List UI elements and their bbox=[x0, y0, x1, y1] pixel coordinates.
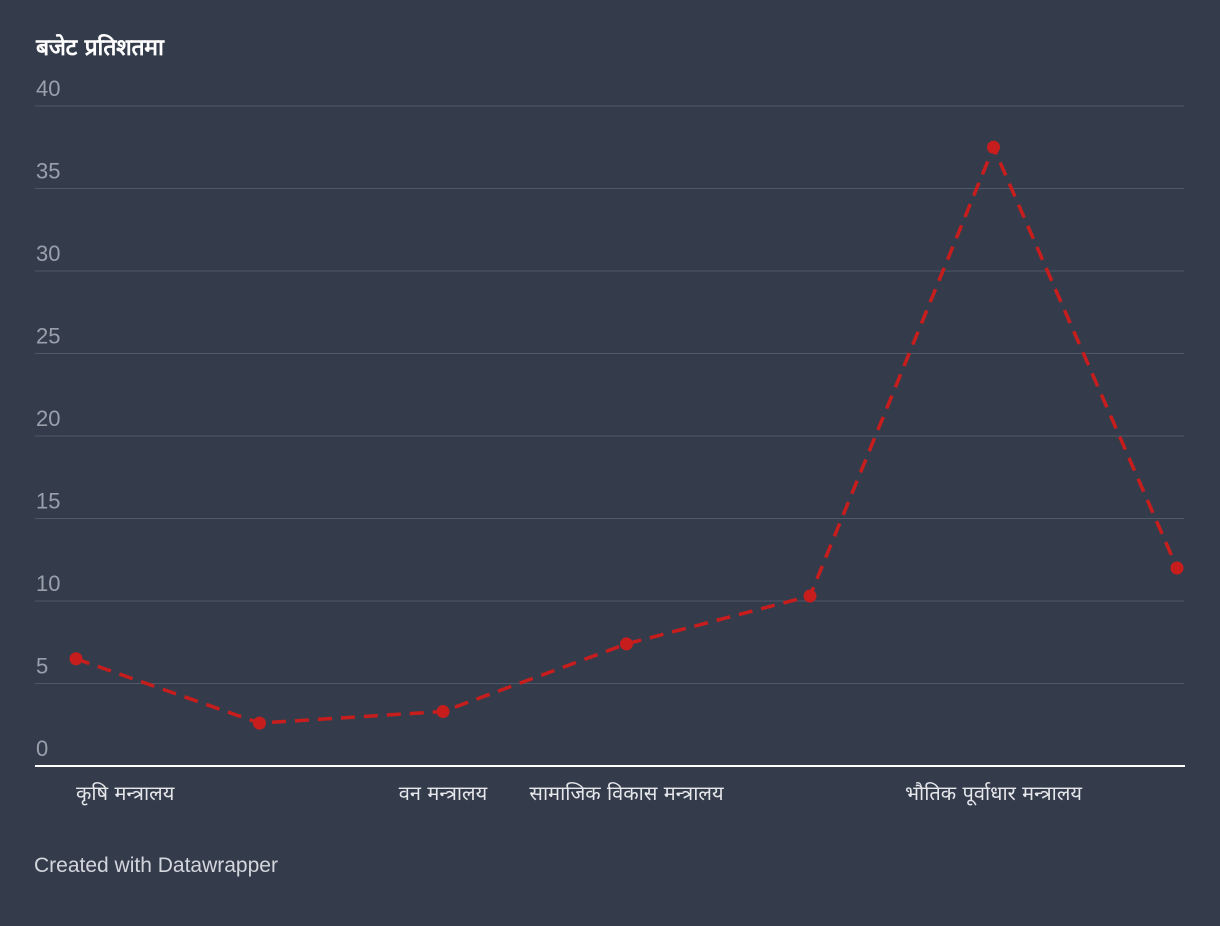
y-tick-label: 15 bbox=[36, 489, 60, 514]
y-tick-label: 10 bbox=[36, 571, 60, 596]
data-points bbox=[69, 140, 1184, 730]
y-tick-label: 25 bbox=[36, 324, 60, 349]
x-axis-ticks: कृषि मन्त्रालय वन मन्त्रालय सामाजिक विकास … bbox=[76, 781, 1082, 806]
data-point[interactable] bbox=[1170, 561, 1184, 575]
y-tick-label: 0 bbox=[36, 736, 48, 761]
data-point[interactable] bbox=[620, 637, 633, 651]
x-tick-label: भौतिक पूर्वाधार मन्त्रालय bbox=[905, 781, 1082, 806]
data-point[interactable] bbox=[803, 589, 817, 603]
data-point[interactable] bbox=[987, 140, 1000, 154]
footer-credit: Created with Datawrapper bbox=[34, 854, 278, 877]
y-axis-ticks: 0 5 10 15 20 25 30 35 40 bbox=[36, 76, 60, 761]
series-line bbox=[75, 145, 1179, 725]
x-tick-label: कृषि मन्त्रालय bbox=[76, 781, 175, 806]
x-tick-label: सामाजिक विकास मन्त्रालय bbox=[529, 781, 724, 805]
y-tick-label: 35 bbox=[36, 159, 60, 184]
y-tick-label: 40 bbox=[36, 76, 60, 101]
x-tick-label: वन मन्त्रालय bbox=[399, 781, 488, 805]
y-tick-label: 20 bbox=[36, 406, 60, 431]
chart-title: बजेट प्रतिशतमा bbox=[36, 35, 164, 61]
data-point[interactable] bbox=[436, 705, 450, 719]
data-point[interactable] bbox=[253, 716, 266, 730]
y-tick-label: 30 bbox=[36, 241, 60, 266]
y-tick-label: 5 bbox=[36, 654, 48, 679]
data-point[interactable] bbox=[69, 652, 83, 666]
gridlines bbox=[35, 105, 1184, 684]
